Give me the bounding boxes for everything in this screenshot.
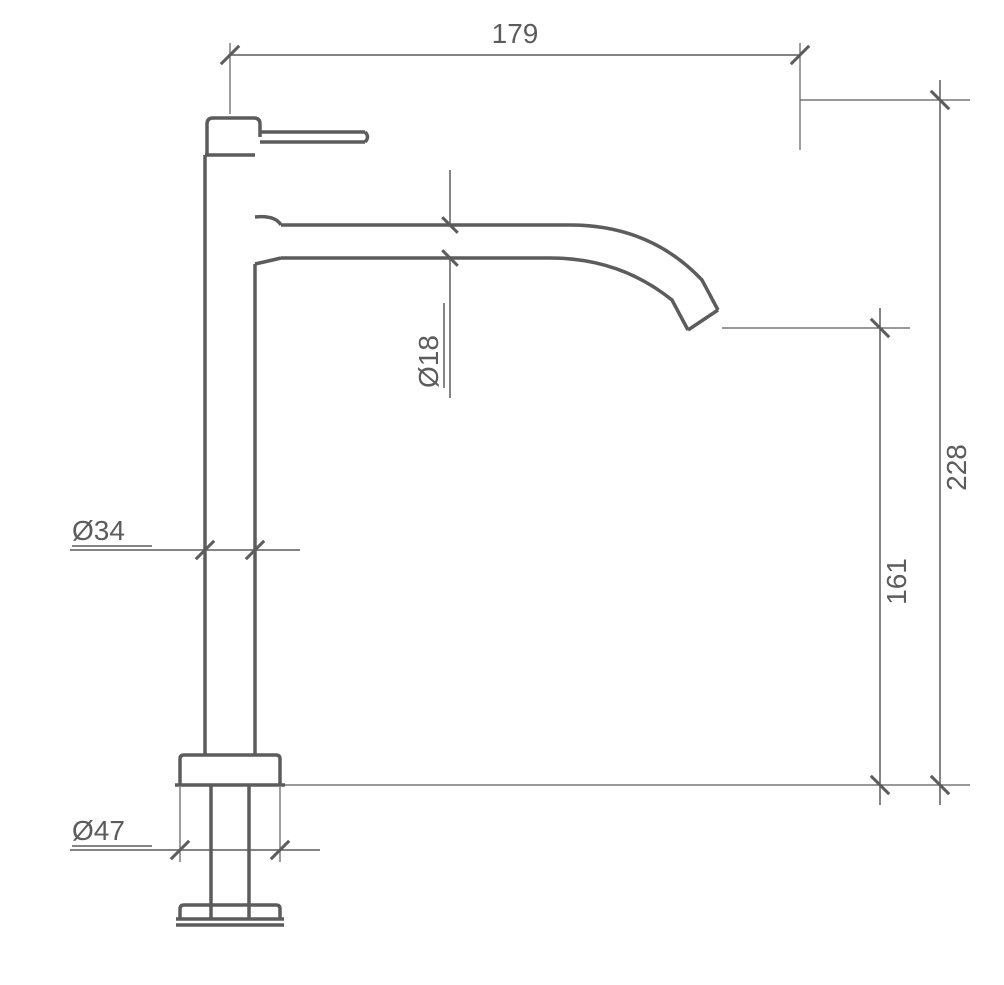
dim-label-228: 228 (941, 444, 972, 491)
dim-label-18: Ø18 (413, 335, 444, 388)
dim-label-34: Ø34 (72, 515, 125, 546)
dim-label-161: 161 (881, 558, 912, 605)
dim-label-179: 179 (492, 18, 539, 49)
dim-label-47: Ø47 (72, 815, 125, 846)
